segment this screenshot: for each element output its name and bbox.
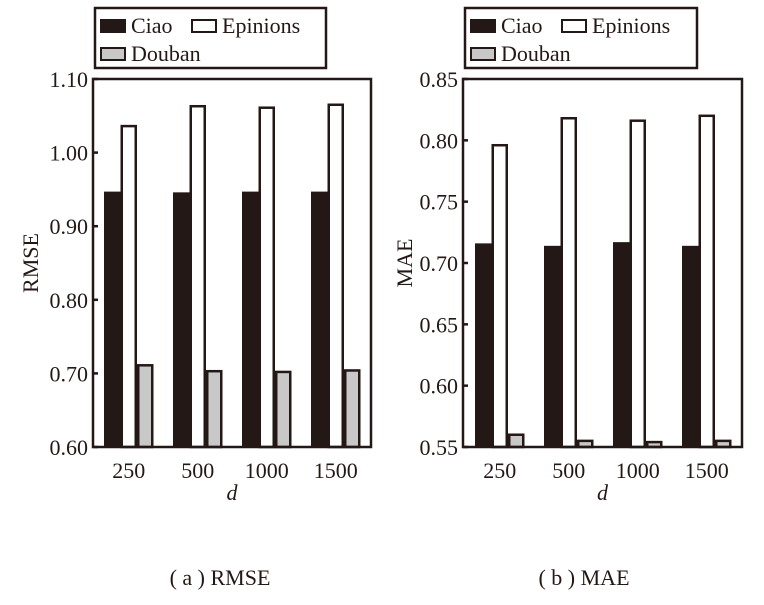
bars	[104, 103, 361, 449]
bar-douban-250	[508, 433, 525, 449]
bar-ciao-500	[544, 245, 561, 447]
legend-swatch-douban	[470, 47, 496, 61]
y-axis-title: RMSE	[18, 233, 43, 293]
bar-ciao-500	[173, 192, 190, 447]
y-tick-label: 0.80	[50, 288, 89, 313]
chart-panel-b: Ciao Epinions Douban 250 500 1000 1500 0.55 0.60…	[392, 6, 744, 590]
bar-epinions-500	[560, 117, 577, 449]
bar-ciao-1500	[311, 191, 328, 447]
bar-ciao-1500	[682, 245, 699, 447]
bar-ciao-250	[104, 191, 121, 447]
legend-label-epinions: Epinions	[222, 13, 300, 38]
x-tick-label: 1500	[314, 458, 358, 483]
y-tick-label: 0.65	[420, 312, 459, 337]
legend: Ciao Epinions Douban	[463, 6, 699, 70]
y-tick-label: 0.55	[420, 435, 459, 460]
x-tick-label: 500	[181, 458, 214, 483]
bar-epinions-250	[120, 124, 137, 449]
bars	[475, 114, 732, 449]
y-tick-label: 0.70	[50, 361, 89, 386]
x-tick-label: 250	[483, 458, 516, 483]
bar-epinions-500	[189, 104, 206, 449]
x-tick-label: 1000	[616, 458, 660, 483]
x-tick-label: 1000	[245, 458, 289, 483]
bar-epinions-250	[491, 143, 508, 449]
legend-label-douban: Douban	[131, 41, 201, 66]
bar-ciao-250	[475, 243, 492, 447]
x-axis-title: d	[597, 480, 609, 505]
legend-label-douban: Douban	[501, 41, 571, 66]
x-tick-label: 250	[112, 458, 145, 483]
legend-label-ciao: Ciao	[501, 13, 543, 38]
bar-douban-1500	[344, 369, 361, 449]
legend-box	[93, 6, 328, 70]
legend-label-epinions: Epinions	[592, 13, 670, 38]
bar-douban-250	[137, 364, 154, 449]
x-tick-label: 1500	[685, 458, 729, 483]
panel-caption: ( b ) MAE	[538, 565, 629, 590]
y-tick-label: 0.70	[420, 251, 459, 276]
legend: Ciao Epinions Douban	[93, 6, 328, 70]
bar-douban-500	[206, 369, 223, 449]
legend-swatch-ciao	[470, 19, 496, 33]
legend-swatch-epinions	[561, 19, 587, 33]
legend-label-ciao: Ciao	[131, 13, 173, 38]
y-tick-label: 0.80	[420, 128, 459, 153]
bar-epinions-1500	[698, 114, 715, 449]
panel-caption: ( a ) RMSE	[170, 565, 271, 590]
y-tick-label: 0.60	[50, 435, 89, 460]
x-tick-label: 500	[552, 458, 585, 483]
plot-frame	[91, 77, 373, 449]
y-tick-label: 0.90	[50, 214, 89, 239]
x-axis-title: d	[227, 480, 239, 505]
y-tick-label: 0.60	[420, 374, 459, 399]
y-axis-title: MAE	[392, 239, 417, 288]
legend-swatch-epinions	[191, 19, 217, 33]
bar-ciao-1000	[613, 242, 630, 447]
legend-swatch-ciao	[100, 19, 126, 33]
bar-epinions-1000	[258, 106, 275, 449]
bar-ciao-1000	[242, 191, 259, 447]
y-tick-label: 0.85	[420, 67, 459, 92]
bar-epinions-1000	[629, 119, 646, 449]
y-tick-label: 0.75	[420, 190, 459, 215]
y-tick-label: 1.00	[50, 141, 89, 166]
legend-box	[463, 6, 699, 70]
chart-panel-a: Ciao Epinions Douban 250 500 1000 1500 0.60 0.70…	[18, 6, 373, 590]
bar-epinions-1500	[327, 103, 344, 449]
y-tick-label: 1.10	[50, 67, 89, 92]
bar-douban-1000	[275, 370, 292, 449]
legend-swatch-douban	[100, 47, 126, 61]
